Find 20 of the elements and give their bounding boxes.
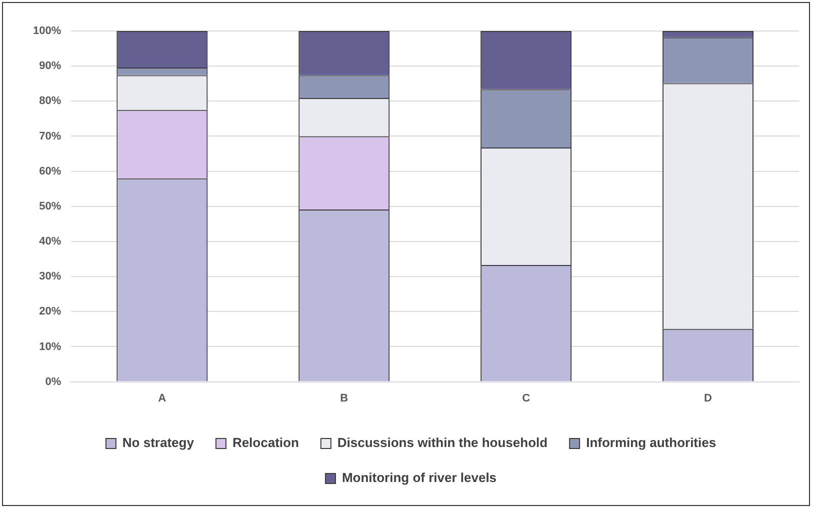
y-tick-label: 40% (39, 236, 62, 248)
y-tick-label: 60% (39, 165, 62, 178)
legend-label: Monitoring of river levels (342, 470, 497, 486)
y-tick-label: 80% (39, 95, 62, 108)
x-tick-label: A (158, 392, 166, 404)
y-tick-label: 30% (39, 270, 62, 283)
legend-label: Informing authorities (586, 435, 716, 450)
legend-label: Discussions within the household (337, 435, 548, 450)
y-tick-label: 50% (39, 200, 62, 212)
y-tick-label: 20% (39, 306, 62, 318)
y-tick-label: 90% (39, 60, 62, 72)
y-tick-label: 100% (32, 25, 62, 38)
y-tick-label: 0% (45, 376, 62, 388)
y-tick-label: 70% (39, 130, 62, 142)
x-tick-label: B (340, 392, 348, 404)
legend-label: Relocation (232, 435, 299, 450)
legend-label: No strategy (122, 435, 195, 450)
x-tick-label: C (522, 392, 530, 404)
y-tick-label: 10% (39, 340, 62, 353)
x-tick-label: D (704, 392, 712, 404)
